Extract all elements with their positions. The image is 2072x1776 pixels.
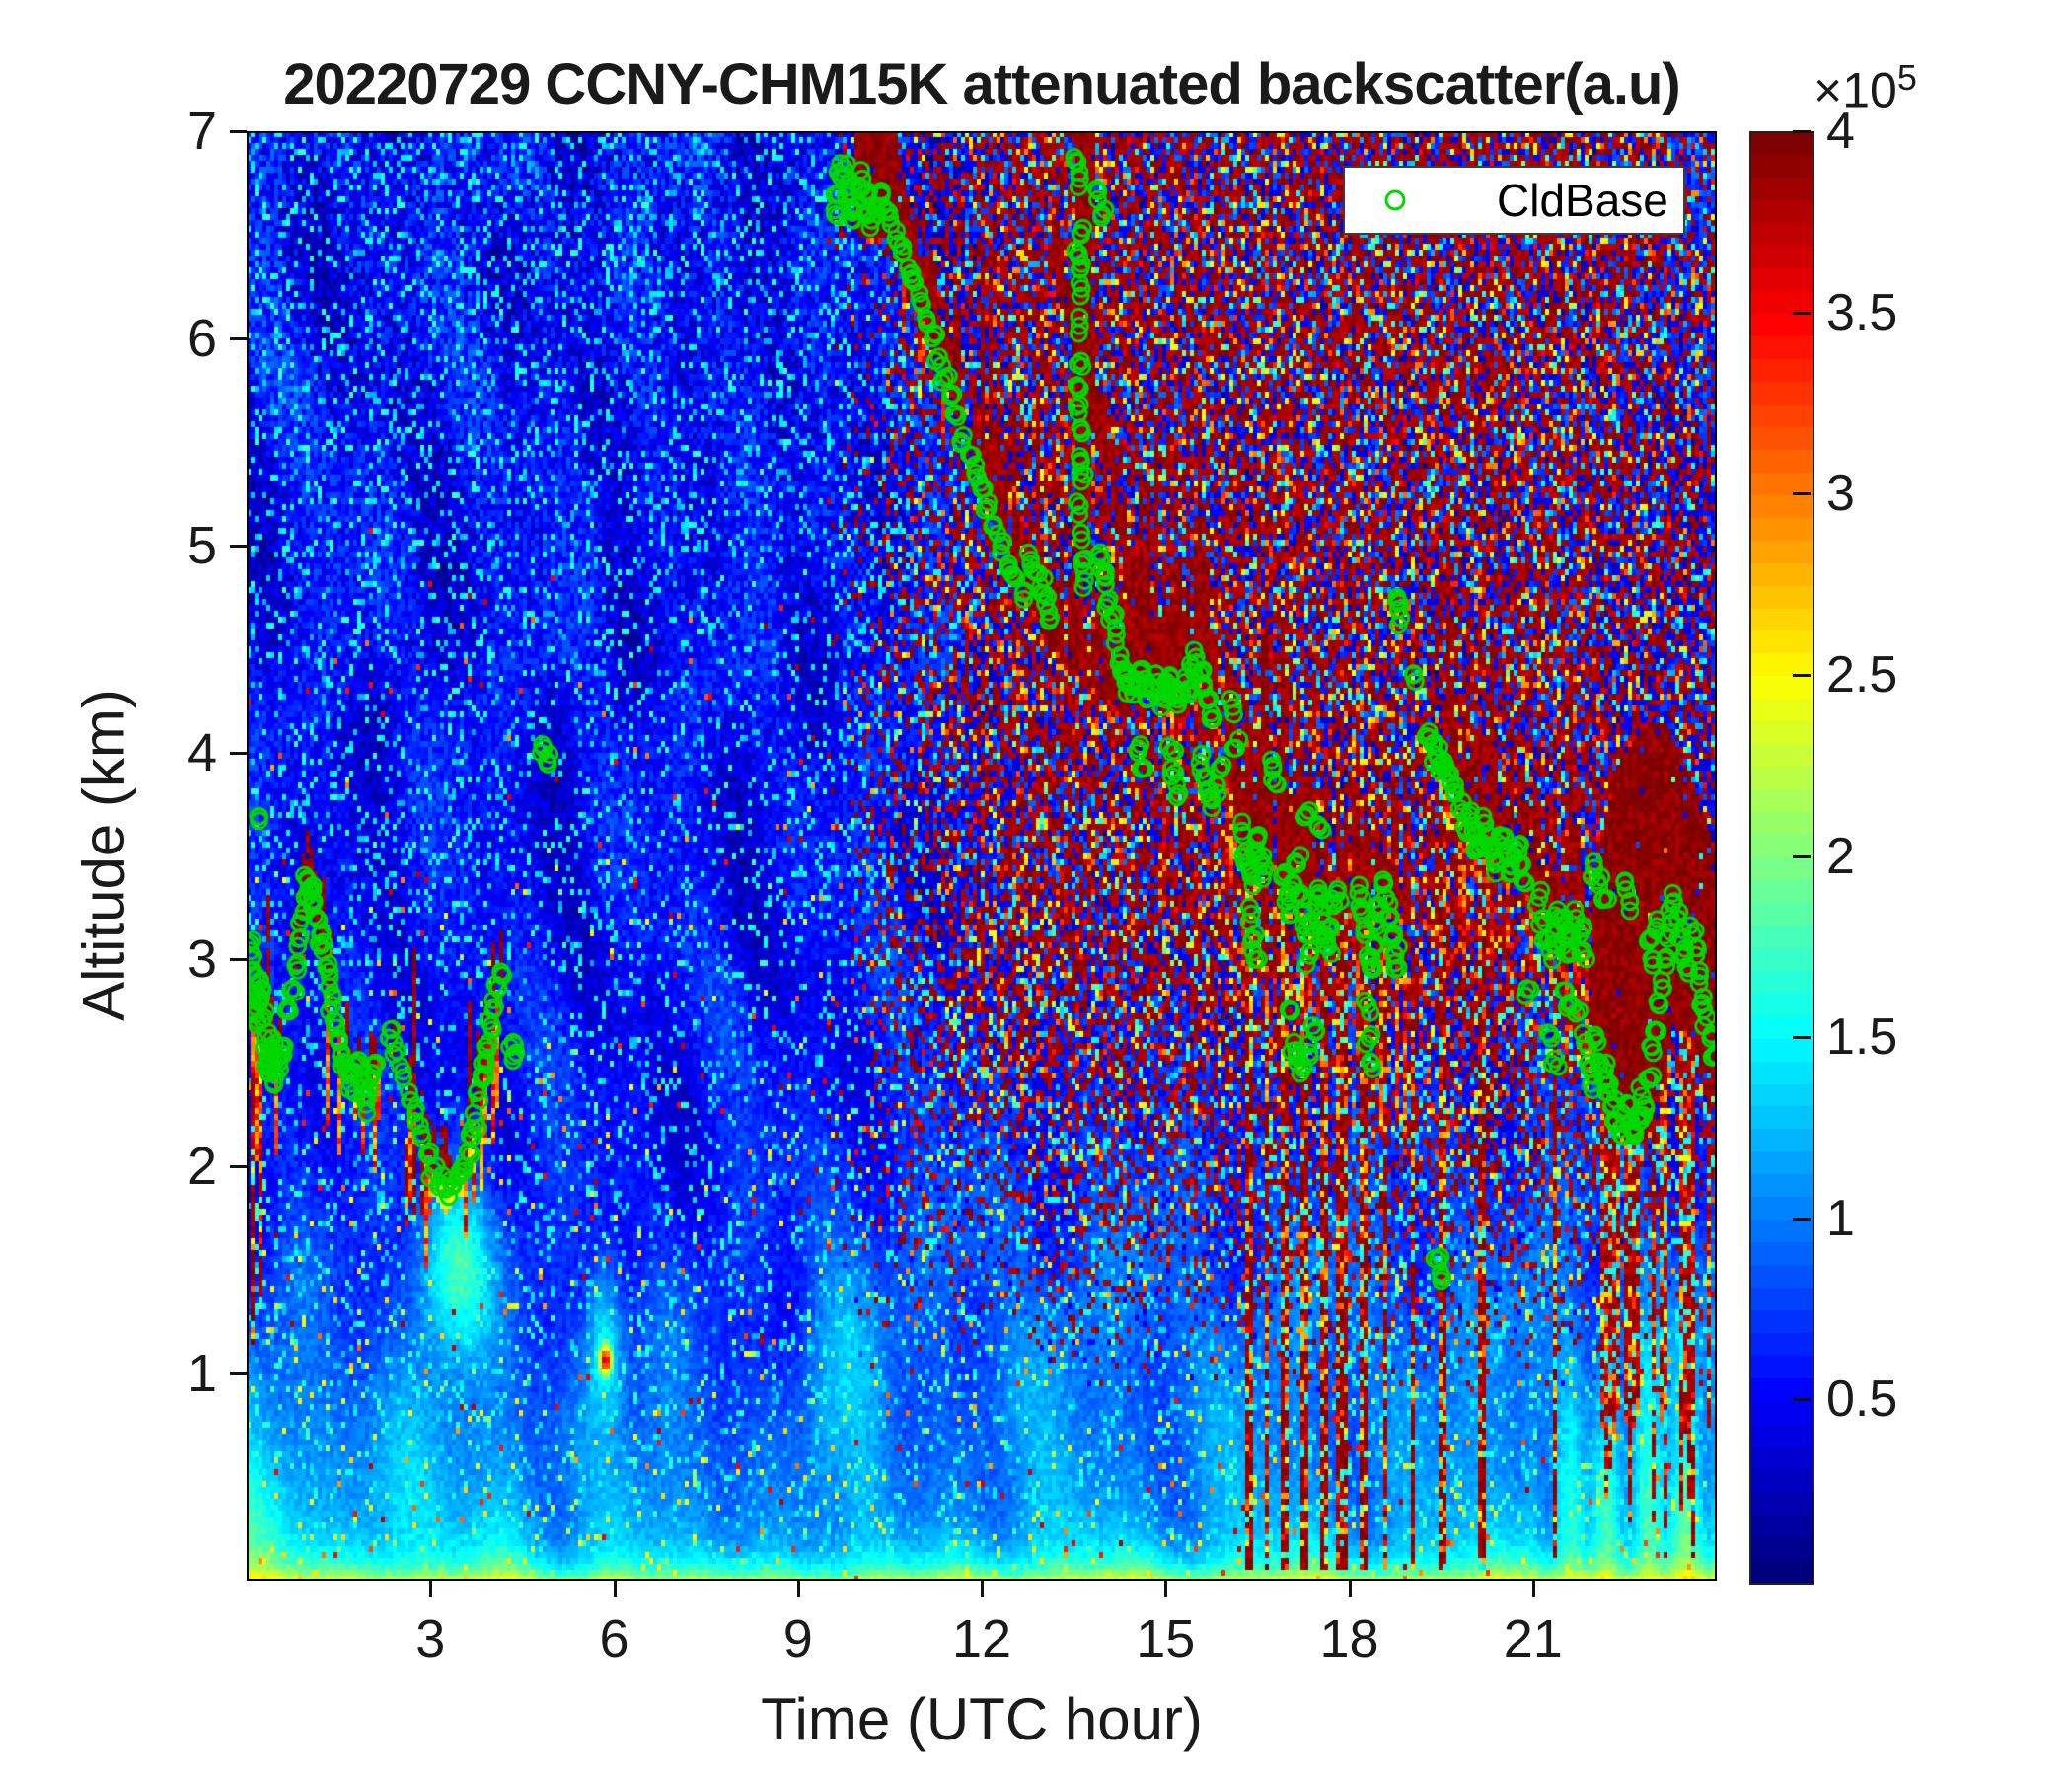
colorbar-tick-label: 2.5	[1826, 645, 1898, 703]
y-tick	[230, 958, 247, 962]
y-tick-label: 5	[186, 515, 217, 575]
x-tick-label: 6	[599, 1609, 629, 1668]
y-tick	[230, 751, 247, 755]
x-tick	[1164, 1581, 1168, 1597]
legend-box: CldBase	[1343, 166, 1685, 235]
colorbar-tick	[1793, 1398, 1811, 1402]
x-axis-label: Time (UTC hour)	[761, 1686, 1203, 1752]
x-tick	[613, 1581, 617, 1597]
x-tick-label: 3	[415, 1609, 446, 1668]
colorbar-multiplier: ×10	[1813, 62, 1897, 118]
y-tick-label: 4	[186, 722, 217, 782]
y-tick	[230, 1372, 247, 1376]
y-tick-label: 6	[186, 308, 217, 368]
x-tick-label: 18	[1319, 1609, 1379, 1668]
x-tick	[981, 1581, 984, 1597]
y-tick	[230, 130, 247, 133]
backscatter-heatmap	[247, 131, 1717, 1581]
colorbar-tick-label: 3	[1826, 465, 1855, 523]
y-tick-label: 7	[186, 102, 217, 161]
colorbar-tick-label: 1	[1826, 1189, 1855, 1247]
y-axis-label: Altitude (km)	[70, 689, 137, 1021]
colorbar-tick	[1793, 492, 1811, 496]
x-tick-label: 9	[782, 1609, 813, 1668]
colorbar-tick	[1793, 673, 1811, 677]
x-tick	[796, 1581, 800, 1597]
colorbar-tick	[1793, 1036, 1811, 1040]
colorbar	[1749, 131, 1814, 1585]
cldbase-marker-icon	[1384, 189, 1406, 211]
x-tick-label: 12	[951, 1609, 1012, 1668]
x-tick	[1531, 1581, 1535, 1597]
x-tick	[429, 1581, 433, 1597]
y-tick-label: 2	[186, 1137, 217, 1197]
colorbar-tick	[1793, 854, 1811, 858]
colorbar-tick-label: 0.5	[1826, 1370, 1898, 1429]
x-tick	[1348, 1581, 1352, 1597]
y-tick-label: 1	[186, 1344, 217, 1404]
colorbar-tick-label: 4	[1826, 103, 1855, 160]
x-tick-label: 21	[1503, 1609, 1563, 1668]
colorbar-tick-label: 1.5	[1826, 1008, 1898, 1067]
y-tick	[230, 1165, 247, 1169]
colorbar-tick-label: 2	[1826, 827, 1855, 885]
colorbar-tick	[1793, 311, 1811, 315]
figure-title: 20220729 CCNY-CHM15K attenuated backscat…	[283, 52, 1680, 116]
y-tick	[230, 544, 247, 548]
colorbar-tick-label: 3.5	[1826, 283, 1898, 341]
y-tick	[230, 336, 247, 340]
legend-label: CldBase	[1497, 175, 1668, 226]
y-tick-label: 3	[186, 929, 217, 990]
x-tick-label: 15	[1136, 1609, 1196, 1668]
colorbar-exponent: ×105	[1813, 57, 1917, 119]
colorbar-tick	[1793, 1217, 1811, 1221]
colorbar-tick	[1793, 130, 1811, 133]
colorbar-exponent-sup: 5	[1896, 57, 1917, 98]
